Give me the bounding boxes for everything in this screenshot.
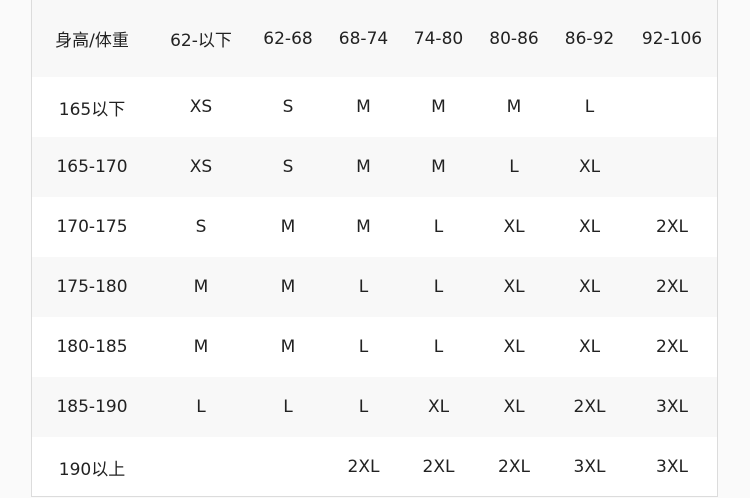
table-cell: 68-74 [326,0,401,77]
table-cell: XL [503,217,525,237]
row-label-cell: 身高/体重 [32,0,152,77]
table-cell: S [195,217,207,237]
table-row: 180-185 M M L L XL XL 2XL [32,317,717,377]
table-cell: XL [552,257,627,317]
row-label-cell: 165以下 [58,99,126,120]
table-cell: 80-86 [476,0,552,77]
table-cell: M [250,257,326,317]
row-label-cell: 175-180 [32,257,152,317]
table-cell: L [250,377,326,437]
table-cell: 2XL [552,377,627,437]
table-cell: 62-以下 [152,0,250,77]
table-cell: 2XL [347,457,380,477]
table-cell: XL [503,337,525,357]
size-chart: 身高/体重 62-以下 62-68 68-74 74-80 80-86 86-92 92-10… [31,0,718,497]
table-cell: 74-80 [401,0,476,77]
table-cell: M [431,97,446,117]
table-cell: M [356,217,371,237]
table-cell: XS [189,97,213,117]
table-cell: 2XL [656,217,688,237]
table-cell [152,437,250,497]
table-cell: L [433,217,444,237]
table-cell: S [250,137,326,197]
table-cell: M [280,217,296,237]
table-cell: 62-68 [250,0,326,77]
table-cell: L [476,137,552,197]
table-cell: 86-92 [552,0,627,77]
table-cell [627,77,717,137]
row-label-cell: 165-170 [32,137,152,197]
table-cell: L [433,337,444,357]
table-cell: XS [152,137,250,197]
table-cell: M [506,97,522,117]
row-label-cell: 180-185 [56,337,128,357]
table-cell [250,437,326,497]
table-cell [627,137,717,197]
table-cell: 2XL [627,257,717,317]
table-cell: XL [578,337,601,357]
table-cell: L [584,97,595,117]
table-cell: 92-106 [627,0,717,77]
table-cell: 3XL [627,377,717,437]
table-cell: M [356,97,371,117]
table-header-row: 身高/体重 62-以下 62-68 68-74 74-80 80-86 86-92 92-10… [32,0,717,77]
table-cell: XL [578,217,601,237]
table-cell: 2XL [498,457,530,477]
table-cell: M [193,337,209,357]
table-row: 190以上 2XL 2XL 2XL 3XL 3XL [32,437,717,497]
table-cell: 2XL [656,337,688,357]
table-cell: M [326,137,401,197]
table-cell: 3XL [656,457,688,477]
table-cell: 3XL [573,457,606,477]
row-label-cell: 185-190 [32,377,152,437]
table-cell: L [326,257,401,317]
table-row: 185-190 L L L XL XL 2XL 3XL [32,377,717,437]
table-cell: M [401,137,476,197]
table-cell: XL [401,377,476,437]
table-row: 165-170 XS S M M L XL [32,137,717,197]
table-cell: XL [552,137,627,197]
table-cell: L [358,337,369,357]
table-cell: XL [476,257,552,317]
row-label-cell: 190以上 [58,459,126,480]
table-cell: M [280,337,296,357]
table-cell: XL [476,377,552,437]
size-table: 身高/体重 62-以下 62-68 68-74 74-80 80-86 86-92 92-10… [32,0,717,497]
table-cell: L [326,377,401,437]
row-label-cell: 170-175 [56,217,128,237]
table-cell: 2XL [422,457,455,477]
table-cell: S [282,97,294,117]
table-row: 170-175 S M M L XL XL 2XL [32,197,717,257]
table-cell: L [401,257,476,317]
table-row: 165以下 XS S M M M L [32,77,717,137]
table-cell: L [152,377,250,437]
table-cell: M [152,257,250,317]
table-row: 175-180 M M L L XL XL 2XL [32,257,717,317]
